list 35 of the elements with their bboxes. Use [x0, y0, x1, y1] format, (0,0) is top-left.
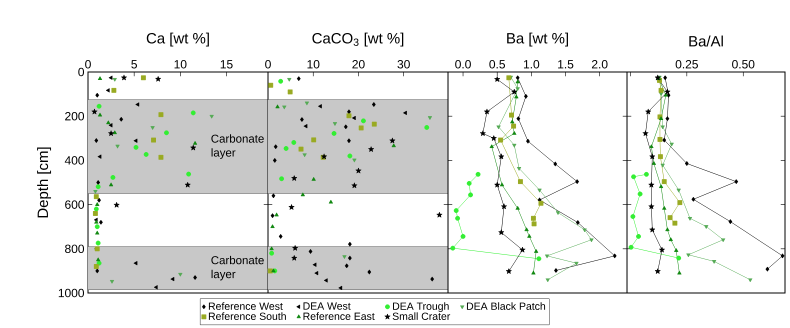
legend-label: DEA West	[304, 302, 351, 310]
chart-title: CaCO$_{3}$ [wt %]	[312, 32, 404, 47]
x-tick-label: 0.5	[489, 60, 506, 68]
legend-label: Reference West	[208, 302, 283, 310]
band-label: Carbonate layer	[211, 256, 264, 280]
x-tick-label: 1.5	[558, 60, 574, 68]
x-tick-label: 5	[131, 60, 137, 68]
y-tick-label: 1000	[58, 288, 84, 298]
legend-label: DEA Trough	[393, 302, 449, 312]
legend-label: DEA Black Patch	[466, 302, 546, 310]
x-tick-label: 10	[307, 60, 320, 68]
x-tick-label: 0	[265, 60, 271, 68]
x-tick-label: 15	[220, 60, 233, 68]
x-tick-label: 20	[352, 60, 365, 68]
y-axis-title: Depth [cm]	[37, 147, 52, 218]
x-tick-label: 1.0	[524, 60, 540, 68]
y-tick-label: 0	[78, 68, 84, 76]
y-tick-label: 600	[65, 200, 84, 209]
chart-title: Ba/Al	[689, 36, 723, 47]
x-tick-label: 0	[85, 60, 91, 68]
y-tick-label: 200	[65, 112, 84, 120]
legend-label: Small Crater	[392, 312, 450, 320]
y-tick-label: 400	[64, 156, 84, 165]
chart-title: Ca [wt %]	[146, 32, 209, 47]
legend-label: Reference East	[304, 312, 375, 320]
x-tick-label: 10	[174, 60, 186, 68]
x-tick-label: 0.0	[455, 60, 471, 68]
x-tick-label: 2.0	[592, 60, 608, 68]
y-tick-label: 800	[65, 244, 84, 254]
x-tick-label: 30	[397, 60, 410, 68]
legend-label: Reference South	[208, 312, 286, 320]
x-tick-label: 0.25	[676, 60, 698, 68]
chart-title: Ba [wt %]	[507, 32, 568, 47]
band-label: Carbonate layer	[211, 134, 264, 159]
x-tick-label: 0.50	[732, 60, 754, 68]
